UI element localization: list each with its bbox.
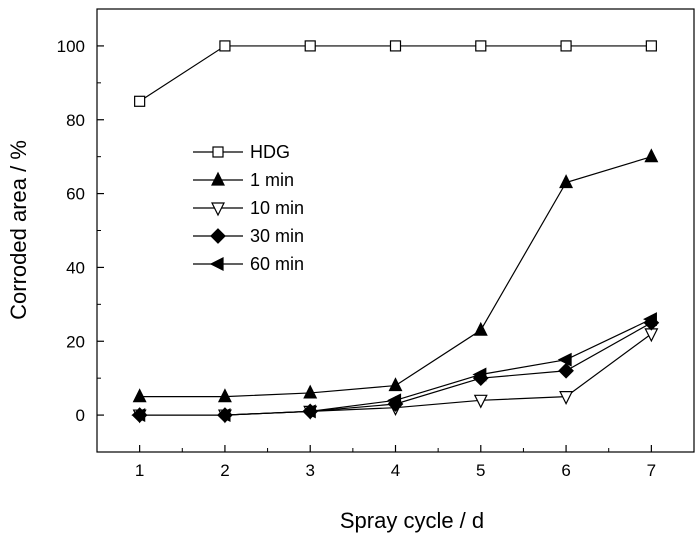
legend-item: 60 min xyxy=(193,254,304,274)
series-60-min xyxy=(131,312,657,423)
data-point xyxy=(557,352,572,367)
x-tick-label: 4 xyxy=(391,461,400,480)
data-point xyxy=(132,388,147,403)
data-point xyxy=(217,388,232,403)
legend-marker xyxy=(212,146,224,158)
data-point xyxy=(388,377,403,392)
data-point xyxy=(559,174,574,189)
y-axis: 0 20 40 60 80 100 xyxy=(57,8,104,453)
legend: HDG 1 min 10 min 30 min 60 min xyxy=(193,142,304,274)
y-tick-label: 20 xyxy=(66,332,85,351)
data-point xyxy=(475,40,487,52)
x-axis-label: Spray cycle / d xyxy=(340,508,484,533)
legend-item: 1 min xyxy=(193,170,294,190)
legend-item: 10 min xyxy=(193,198,304,218)
x-tick-label: 7 xyxy=(647,461,656,480)
data-point xyxy=(473,394,488,409)
legend-label: 30 min xyxy=(250,226,304,246)
data-point xyxy=(645,40,657,52)
data-point xyxy=(473,321,488,336)
data-point xyxy=(301,404,316,419)
x-tick-label: 1 xyxy=(135,461,144,480)
x-tick-label: 2 xyxy=(220,461,229,480)
data-point xyxy=(131,408,146,423)
legend-label: 1 min xyxy=(250,170,294,190)
y-tick-label: 80 xyxy=(66,111,85,130)
series-30-min xyxy=(131,314,660,423)
data-point xyxy=(472,367,487,382)
series-group xyxy=(131,40,660,424)
legend-label: 10 min xyxy=(250,198,304,218)
y-tick-label: 0 xyxy=(76,406,85,425)
y-tick-label: 40 xyxy=(66,258,85,277)
legend-label: 60 min xyxy=(250,254,304,274)
legend-marker xyxy=(210,228,226,244)
data-point xyxy=(643,312,657,327)
data-point xyxy=(389,40,402,52)
x-axis: 1 2 3 4 5 6 7 xyxy=(96,445,695,480)
y-tick-label: 100 xyxy=(57,37,85,56)
legend-marker xyxy=(211,171,225,186)
legend-item: HDG xyxy=(193,142,290,162)
data-point xyxy=(303,384,318,399)
data-point xyxy=(216,408,231,423)
series-line xyxy=(139,156,652,398)
legend-marker xyxy=(209,257,224,271)
series-line xyxy=(139,45,652,102)
y-axis-label: Corroded area / % xyxy=(6,140,31,320)
data-point xyxy=(560,40,572,52)
series-1-min xyxy=(132,148,659,403)
data-point xyxy=(644,148,659,163)
legend-marker xyxy=(211,202,225,217)
legend-label: HDG xyxy=(250,142,290,162)
data-point xyxy=(559,391,574,405)
series-hdg xyxy=(134,40,657,107)
x-tick-label: 6 xyxy=(561,461,570,480)
data-point xyxy=(644,328,659,343)
data-point xyxy=(219,40,231,52)
data-point xyxy=(558,362,574,379)
data-point xyxy=(304,40,316,52)
x-tick-label: 5 xyxy=(476,461,485,480)
legend-item: 30 min xyxy=(193,226,304,246)
data-point xyxy=(387,393,402,408)
y-tick-label: 60 xyxy=(66,185,85,204)
x-tick-label: 3 xyxy=(305,461,314,480)
data-point xyxy=(134,95,146,107)
